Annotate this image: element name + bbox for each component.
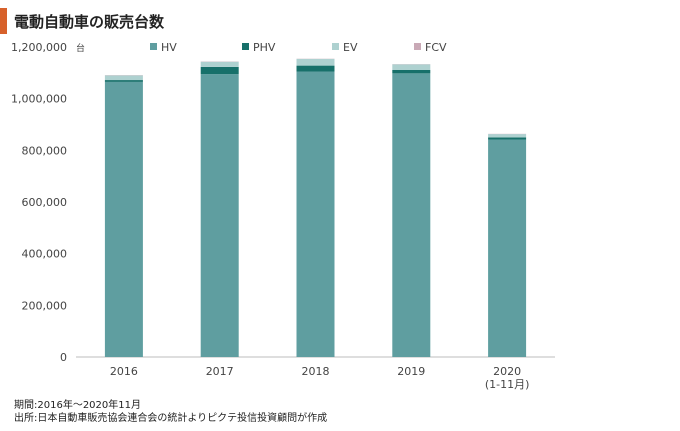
bar-segment — [392, 69, 431, 74]
legend-label: FCV — [425, 41, 447, 54]
bar-segment — [296, 58, 335, 66]
legend-swatch — [414, 43, 421, 50]
source-note: 出所:日本自動車販売協会連合会の統計よりピクテ投信投資顧問が作成 — [14, 413, 328, 424]
bar-segment — [488, 137, 527, 140]
x-tick-label: 2017 — [206, 365, 234, 378]
y-tick-label: 1,000,000 — [11, 93, 67, 106]
y-tick-label: 200,000 — [22, 299, 68, 312]
x-tick-label: 2016 — [110, 365, 138, 378]
x-tick-label: 2019 — [397, 365, 425, 378]
bar-segment — [392, 64, 431, 70]
bar-segment — [392, 73, 431, 357]
x-tick-label: 2018 — [302, 365, 330, 378]
y-tick-label: 800,000 — [22, 144, 68, 157]
title-accent-bar — [0, 8, 7, 34]
bar-segment — [488, 134, 527, 138]
y-tick-label: 400,000 — [22, 248, 68, 261]
legend-swatch — [242, 43, 249, 50]
period-note: 期間:2016年～2020年11月 — [14, 400, 141, 411]
bar-segment — [104, 80, 143, 82]
bar-segment — [104, 75, 143, 81]
bar-segment — [488, 139, 527, 357]
x-tick-label: 2020 — [493, 365, 521, 378]
bar-segment — [296, 71, 335, 358]
bar-segment — [104, 81, 143, 357]
y-tick-label: 600,000 — [22, 196, 68, 209]
legend-label: EV — [343, 41, 358, 54]
bar-segment — [200, 61, 239, 67]
chart-notes: 期間:2016年～2020年11月 出所:日本自動車販売協会連合会の統計よりピク… — [14, 399, 327, 425]
bar-segment — [200, 74, 239, 357]
bar-segment — [296, 65, 335, 72]
y-tick-label: 0 — [60, 351, 67, 364]
legend-label: HV — [161, 41, 177, 54]
x-tick-label: (1-11月) — [485, 378, 530, 391]
y-tick-label: 1,200,000 — [11, 41, 67, 54]
legend-swatch — [332, 43, 339, 50]
y-axis-unit: 台 — [76, 42, 85, 54]
chart-title: 電動自動車の販売台数 — [14, 13, 165, 31]
legend-swatch — [150, 43, 157, 50]
legend-label: PHV — [253, 41, 276, 54]
bar-segment — [200, 66, 239, 75]
